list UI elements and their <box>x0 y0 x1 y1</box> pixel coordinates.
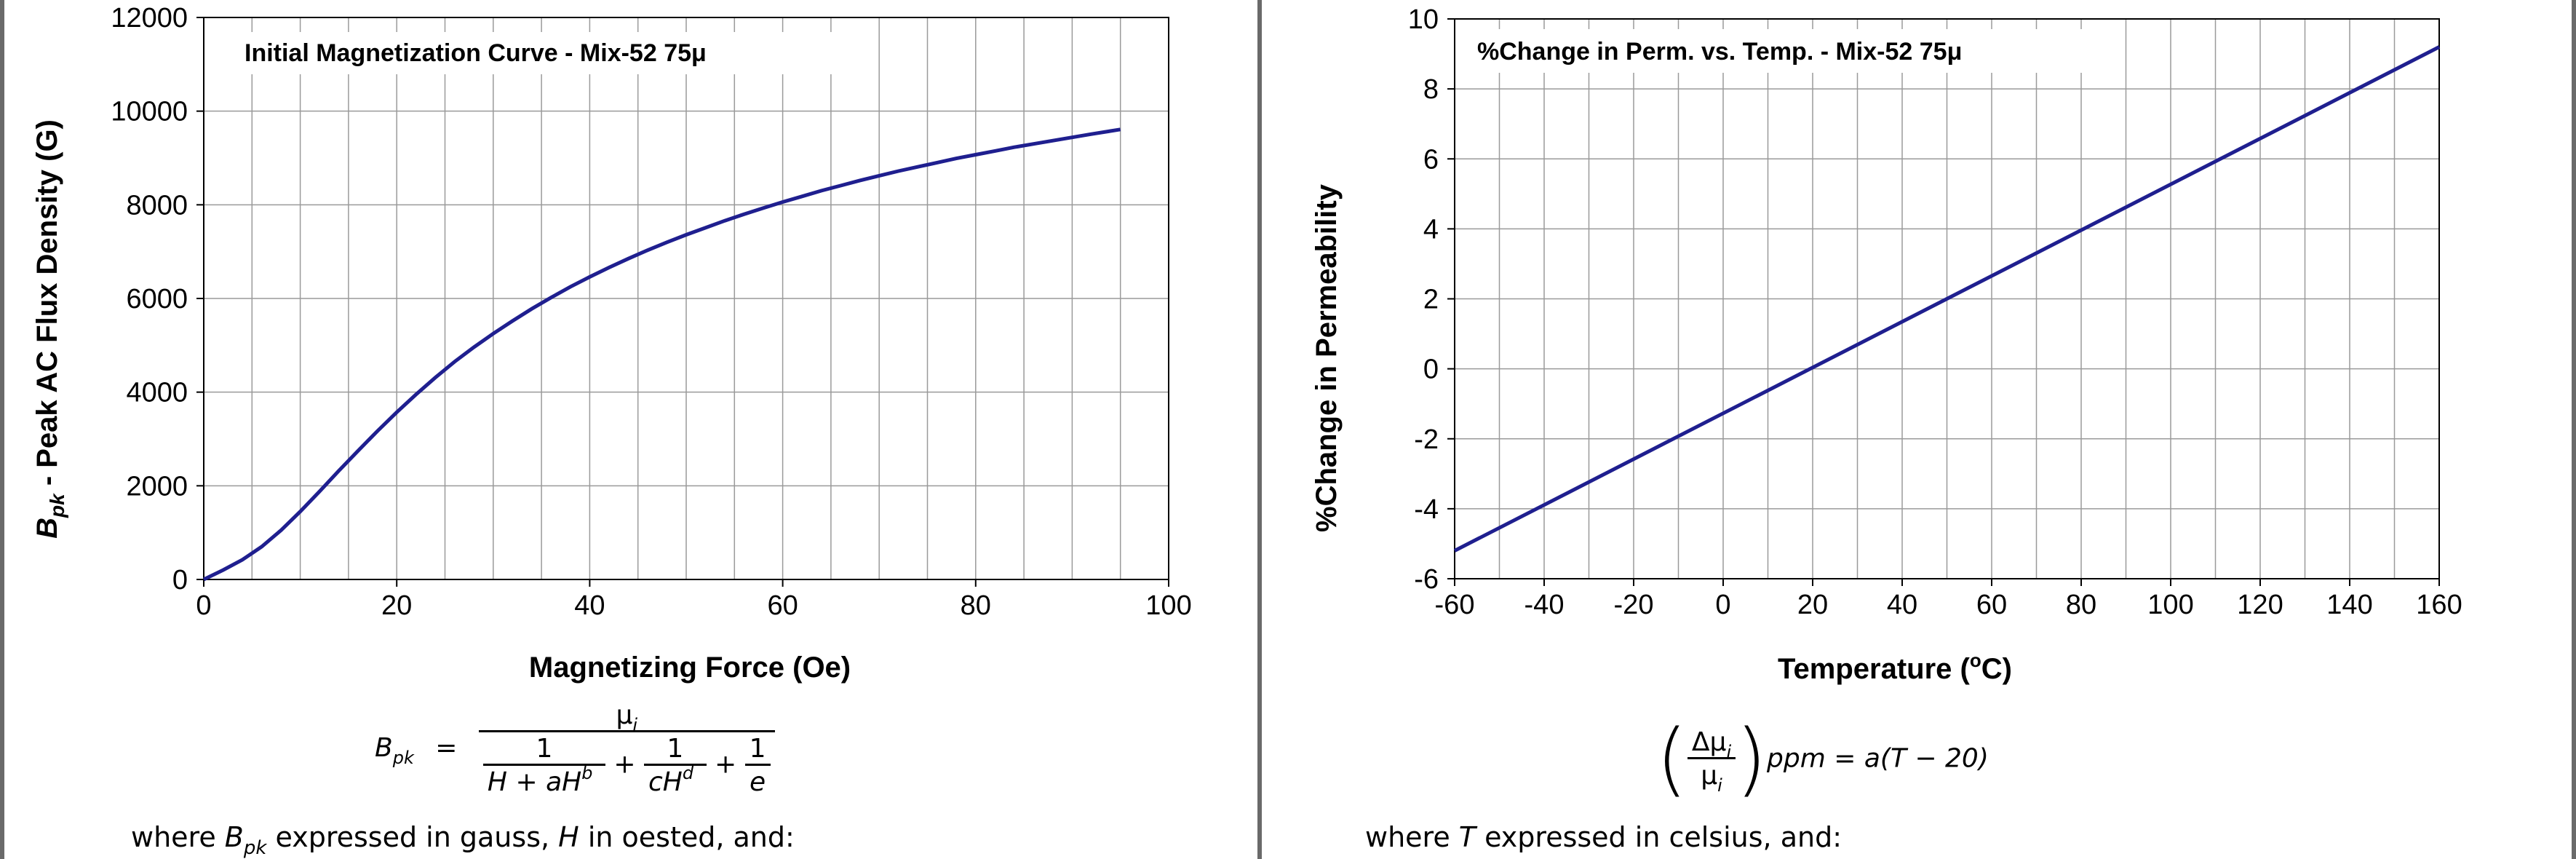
magnetization-plot-frame <box>203 17 1169 580</box>
y-tick-label: -6 <box>1414 564 1439 595</box>
magnetization-title-box <box>235 32 839 74</box>
y-tick-label: 0 <box>1423 355 1439 385</box>
y-tick-label: 10 <box>1408 4 1439 35</box>
magnetization-tick-labels: 0 20 40 60 80 100 0 2000 4000 6000 8000 10000 12000 <box>111 3 1191 621</box>
x-tick-label: -60 <box>1435 590 1475 620</box>
x-tick-label: 80 <box>2066 590 2096 620</box>
y-tick-label: 10000 <box>111 97 188 127</box>
x-tick-label: -20 <box>1614 590 1654 620</box>
permeability-y-axis-label: %Change in Permeability <box>1311 183 1343 532</box>
x-tick-label: 100 <box>2147 590 2193 620</box>
x-tick-label: 60 <box>1976 590 2007 620</box>
right-note: where T expressed in celsius, and: <box>1365 821 1842 853</box>
x-tick-label: 140 <box>2326 590 2372 620</box>
x-tick-label: 100 <box>1145 590 1191 621</box>
x-tick-label: 80 <box>961 590 991 621</box>
eq-lhs: Bpk <box>375 732 414 768</box>
permeability-equation: ( Δμi μi )ppm = a(T − 20) <box>1656 712 1989 805</box>
left-note: where Bpk expressed in gauss, H in oeste… <box>131 821 795 859</box>
y-tick-label: -4 <box>1414 494 1439 525</box>
y-tick-label: 4000 <box>126 378 188 408</box>
permeability-chart-title: %Change in Perm. vs. Temp. - Mix-52 75μ <box>1477 38 1962 66</box>
x-tick-label: 40 <box>1887 590 1917 620</box>
eq-right-paren: ) <box>1736 712 1768 805</box>
x-tick-label: 40 <box>574 590 605 621</box>
eq-term3: 1 e <box>744 734 771 797</box>
y-tick-label: 8 <box>1423 74 1439 105</box>
eq-ratio: Δμi μi <box>1687 727 1736 796</box>
permeability-title-box <box>1467 29 2093 73</box>
magnetization-grid <box>203 17 1169 580</box>
eq-rhs: ppm = a(T − 20) <box>1767 743 1989 774</box>
magnetization-chart-title: Initial Magnetization Curve - Mix-52 75μ <box>245 39 707 67</box>
y-tick-label: 0 <box>172 565 188 595</box>
x-tick-label: 0 <box>1715 590 1730 620</box>
eq-main-fraction: μi 1 H + aHb + 1 cHd + 1 e <box>478 700 775 797</box>
magnetization-curve <box>202 127 1121 582</box>
magnetization-x-axis-label: Magnetizing Force (Oe) <box>529 652 851 684</box>
eq-numerator: μi <box>616 700 638 735</box>
x-tick-label: -40 <box>1524 590 1565 620</box>
permeability-x-axis-label: Temperature (oC) <box>1778 649 2012 685</box>
x-tick-label: 60 <box>767 590 798 621</box>
magnetization-chart: 0 20 40 60 80 100020004000600080001000012000 … <box>31 3 1192 684</box>
permeability-tick-labels: -60 -40 -20 0 20 40 60 80 100 120 140 160-6-4-20246… <box>1408 4 2462 620</box>
y-tick-label: 6000 <box>126 284 188 314</box>
eq-term1: 1 H + aHb <box>482 734 605 797</box>
y-tick-label: -2 <box>1414 424 1439 455</box>
eq-denominator: 1 H + aHb + 1 cHd + 1 e <box>478 730 775 797</box>
x-tick-label: 160 <box>2416 590 2462 620</box>
x-tick-label: 120 <box>2237 590 2283 620</box>
y-tick-label: 2 <box>1423 285 1439 315</box>
center-panel-divider <box>1257 0 1262 859</box>
eq-equals: = <box>435 732 458 763</box>
right-panel-border <box>2572 0 2576 859</box>
x-tick-label: 20 <box>381 590 412 621</box>
y-tick-label: 4 <box>1423 214 1439 245</box>
eq-term2: 1 cHd <box>643 734 707 797</box>
y-tick-label: 12000 <box>111 3 188 33</box>
permeability-plot-frame <box>1454 18 2440 579</box>
left-panel-border <box>0 0 4 859</box>
x-tick-label: 0 <box>196 590 211 621</box>
magnetization-y-axis-label: Bpk - Peak AC Flux Density (G) <box>31 119 68 539</box>
x-tick-label: 20 <box>1797 590 1828 620</box>
y-tick-label: 2000 <box>126 471 188 502</box>
permeability-line <box>1453 45 2441 553</box>
y-tick-label: 8000 <box>126 190 188 221</box>
magnetization-equation: Bpk = μi 1 H + aHb + 1 cHd + 1 e <box>375 700 775 797</box>
eq-left-paren: ( <box>1656 712 1687 805</box>
y-tick-label: 6 <box>1423 144 1439 175</box>
permeability-temp-chart: -60 -40 -20 0 20 40 60 80 100 120 140 160-6-4-20246… <box>1311 4 2462 685</box>
